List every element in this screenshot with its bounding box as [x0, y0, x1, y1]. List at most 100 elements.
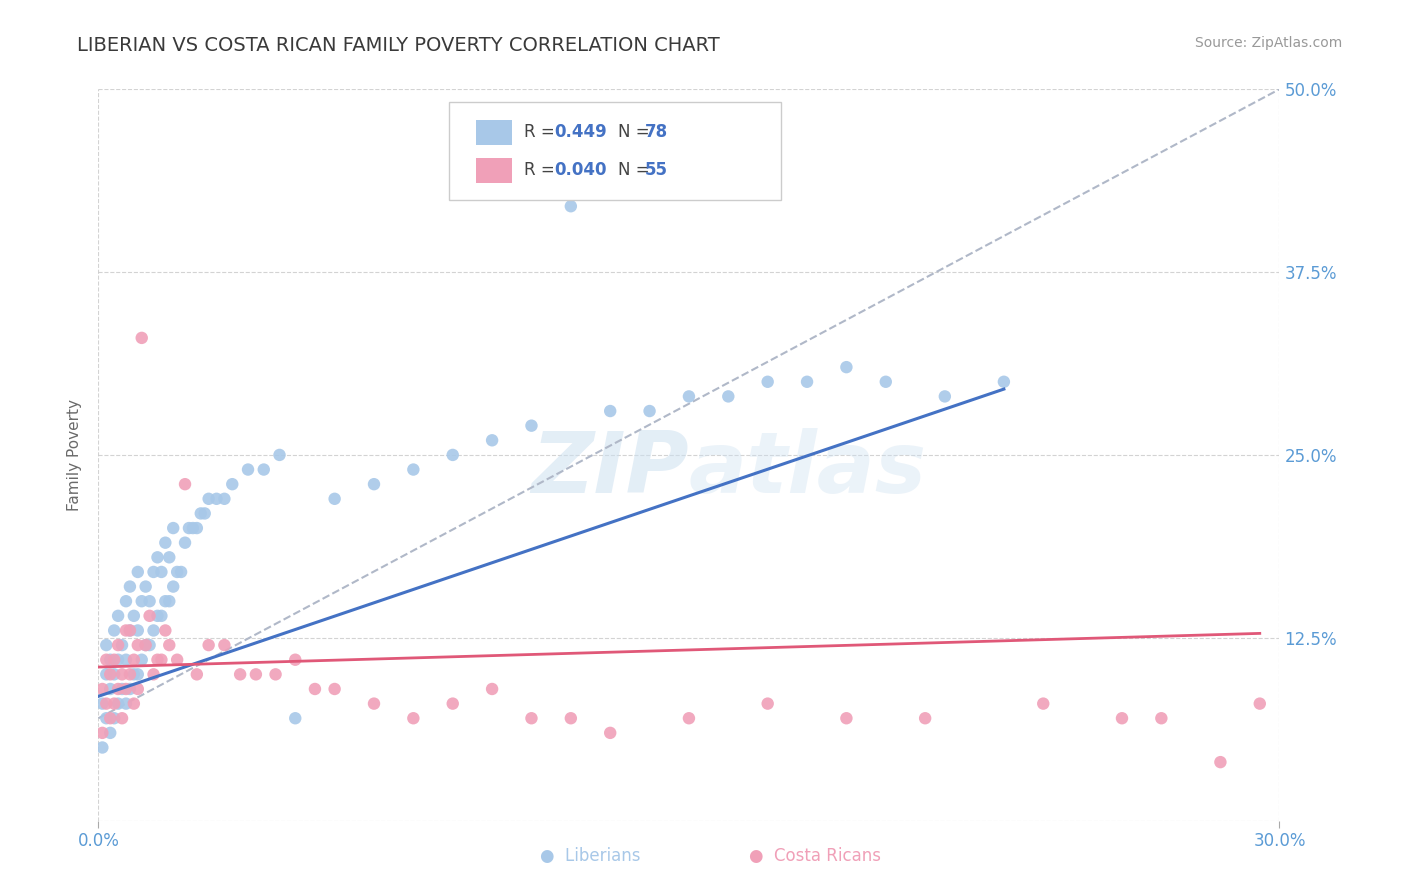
- Point: [756, 375, 779, 389]
- Point: [284, 711, 307, 725]
- Point: [1111, 711, 1133, 725]
- Point: [98, 711, 121, 725]
- Point: [717, 389, 740, 403]
- Point: [122, 608, 145, 623]
- Text: 0.449: 0.449: [554, 123, 607, 141]
- Point: [131, 653, 153, 667]
- Point: [441, 448, 464, 462]
- Point: [138, 608, 160, 623]
- Point: [142, 565, 165, 579]
- Point: [150, 653, 173, 667]
- Point: [155, 624, 177, 638]
- Point: [229, 667, 252, 681]
- Point: [170, 565, 193, 579]
- Point: [96, 697, 118, 711]
- Point: [186, 521, 208, 535]
- Point: [1209, 755, 1232, 769]
- Point: [107, 697, 129, 711]
- Point: [402, 462, 425, 476]
- Text: R =: R =: [523, 161, 560, 179]
- Text: N =: N =: [619, 161, 655, 179]
- Point: [177, 521, 200, 535]
- Point: [91, 740, 114, 755]
- Point: [91, 697, 114, 711]
- Point: [304, 681, 326, 696]
- Point: [194, 507, 217, 521]
- Text: 0.040: 0.040: [554, 161, 607, 179]
- Point: [98, 726, 121, 740]
- Point: [162, 580, 184, 594]
- Point: [111, 667, 134, 681]
- Point: [98, 681, 121, 696]
- Point: [122, 653, 145, 667]
- Point: [127, 565, 149, 579]
- Point: [520, 711, 543, 725]
- Point: [91, 726, 114, 740]
- Point: [138, 594, 160, 608]
- Point: [181, 521, 204, 535]
- Point: [197, 638, 219, 652]
- Point: [115, 624, 138, 638]
- Point: [914, 711, 936, 725]
- Point: [127, 638, 149, 652]
- Point: [363, 697, 385, 711]
- Point: [146, 608, 169, 623]
- Point: [560, 711, 582, 725]
- Point: [118, 624, 141, 638]
- Text: N =: N =: [619, 123, 655, 141]
- Point: [402, 711, 425, 725]
- Point: [98, 667, 121, 681]
- Point: [214, 638, 236, 652]
- Point: [284, 653, 307, 667]
- Point: [323, 681, 346, 696]
- Point: [560, 199, 582, 213]
- Text: atlas: atlas: [689, 428, 927, 511]
- Point: [131, 594, 153, 608]
- Point: [107, 653, 129, 667]
- Point: [1249, 697, 1271, 711]
- Point: [162, 521, 184, 535]
- Point: [150, 608, 173, 623]
- Point: [363, 477, 385, 491]
- Point: [150, 565, 173, 579]
- Text: ZIP: ZIP: [531, 428, 689, 511]
- Point: [678, 389, 700, 403]
- Point: [221, 477, 243, 491]
- Point: [166, 565, 188, 579]
- Point: [174, 477, 197, 491]
- Point: [98, 653, 121, 667]
- Point: [96, 667, 118, 681]
- Point: [599, 404, 621, 418]
- Point: [186, 667, 208, 681]
- Point: [103, 711, 125, 725]
- Point: [138, 638, 160, 652]
- Point: [115, 594, 138, 608]
- Point: [678, 711, 700, 725]
- Point: [96, 711, 118, 725]
- Point: [118, 681, 141, 696]
- Point: [481, 434, 503, 448]
- Point: [135, 638, 157, 652]
- Point: [115, 697, 138, 711]
- Point: [166, 653, 188, 667]
- Point: [103, 697, 125, 711]
- Point: [323, 491, 346, 506]
- Text: 78: 78: [645, 123, 668, 141]
- Text: R =: R =: [523, 123, 560, 141]
- Point: [142, 667, 165, 681]
- Point: [118, 580, 141, 594]
- Point: [103, 624, 125, 638]
- Point: [157, 550, 180, 565]
- Point: [796, 375, 818, 389]
- Point: [111, 638, 134, 652]
- Point: [253, 462, 276, 476]
- Point: [107, 608, 129, 623]
- Point: [269, 448, 291, 462]
- Point: [122, 667, 145, 681]
- Point: [142, 624, 165, 638]
- Point: [155, 594, 177, 608]
- Point: [111, 681, 134, 696]
- Point: [118, 667, 141, 681]
- Point: [146, 550, 169, 565]
- Point: [111, 711, 134, 725]
